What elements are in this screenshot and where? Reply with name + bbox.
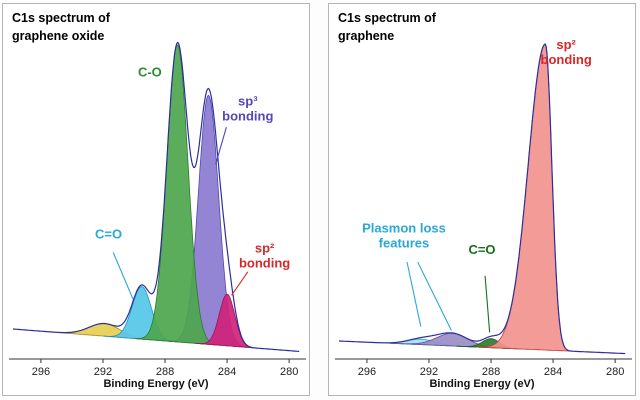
spectrum-plot-graphene-oxide: 296 292 288 284 280C-Osp³bondingC=Osp²bondin…: [9, 41, 306, 378]
x-tick-label: 288: [156, 366, 174, 378]
x-tick-label: 288: [482, 366, 500, 378]
x-tick-label: 296: [32, 366, 50, 378]
annotation-pointer-c-o: [484, 275, 491, 333]
annotation-label-sp: sp²: [255, 240, 275, 255]
annotation-label-c-o: C=O: [95, 227, 122, 242]
annotation-pointer-sp: [215, 127, 227, 165]
annotation-label-c-o: C=O: [468, 242, 495, 257]
annotation-pointer-plasmon-loss: [417, 261, 452, 331]
annotation-pointer-sp: [231, 271, 249, 296]
annotation-label-sp: bonding: [222, 109, 273, 124]
x-tick-label: 284: [218, 366, 236, 378]
x-tick-label: 292: [94, 366, 112, 378]
annotation-label-sp: bonding: [541, 52, 592, 67]
x-axis-label: Binding Energy (eV): [103, 378, 209, 390]
annotation-label-c-o: C-O: [138, 64, 162, 79]
chart-title: C1s spectrum of graphene: [338, 11, 436, 43]
x-tick-label: 292: [420, 366, 438, 378]
chart-panel-graphene-oxide: 296 292 288 284 280 C-O sp³ bonding C=O sp² bondin…: [2, 3, 310, 396]
x-tick-label: 280: [280, 366, 298, 378]
chart-panel-graphene: 296 292 288 284 280 sp² bonding Plasmon loss fea…: [328, 3, 636, 396]
annotation-pointer-plasmon-loss: [406, 261, 422, 327]
annotation-label-sp: sp²: [556, 37, 576, 52]
x-axis-label: Binding Energy (eV): [429, 378, 535, 390]
envelope-line: [339, 43, 626, 355]
x-tick-label: 296: [358, 366, 376, 378]
envelope-line: [12, 41, 300, 352]
x-tick-label: 284: [544, 366, 562, 378]
peak-sp2-bonding: [476, 43, 572, 352]
annotation-label-sp: sp³: [238, 94, 258, 109]
annotation-pointer-c-o: [112, 252, 134, 300]
chart-title: C1s spectrum of graphene oxide: [12, 11, 110, 43]
x-tick-label: 280: [606, 366, 624, 378]
annotation-label-plasmon-loss: Plasmon loss: [362, 221, 446, 236]
annotation-label-sp: bonding: [239, 255, 290, 270]
annotation-label-plasmon-loss: features: [379, 236, 430, 251]
